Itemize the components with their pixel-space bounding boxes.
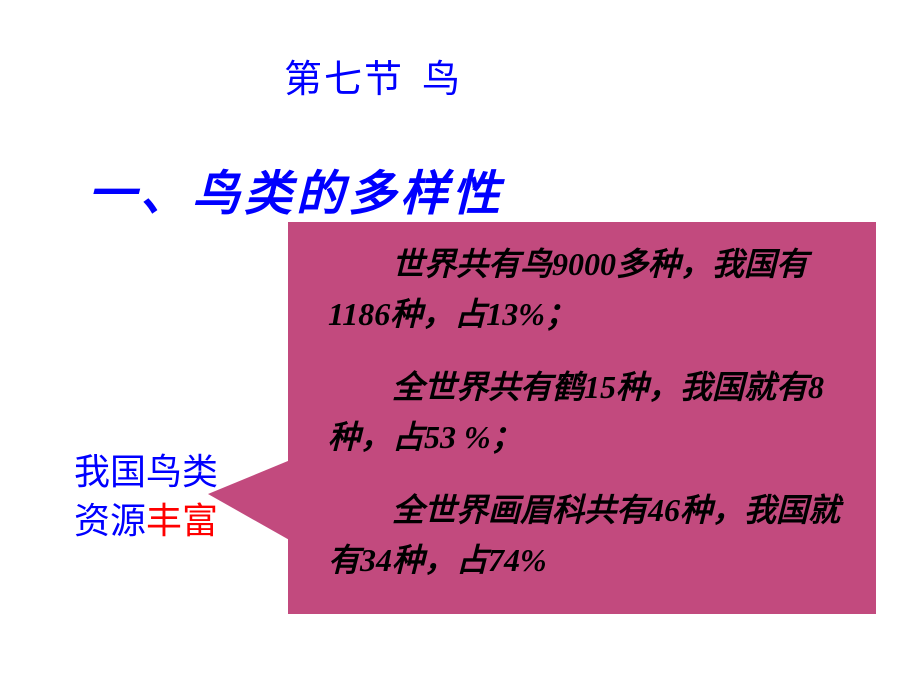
chapter-topic: 鸟: [422, 59, 462, 101]
fact-paragraph-1: 世界共有鸟9000多种，我国有1186种，占13%；: [328, 240, 848, 339]
chapter-title: 第七节鸟: [284, 48, 462, 103]
fact-paragraph-3: 全世界画眉科共有46种，我国就有34种，占74%: [328, 486, 848, 585]
facts-callout: 世界共有鸟9000多种，我国有1186种，占13%； 全世界共有鹤15种，我国就…: [288, 222, 876, 614]
label-line1: 我国鸟类: [74, 452, 218, 492]
section-heading: 一、鸟类的多样性: [88, 154, 504, 224]
resource-label: 我国鸟类 资源丰富: [74, 448, 218, 545]
fact-paragraph-2: 全世界共有鹤15种，我国就有8种，占53 %；: [328, 363, 848, 462]
label-line2-b: 丰富: [146, 501, 218, 541]
label-line2-a: 资源: [74, 501, 146, 541]
chapter-number: 第七节: [284, 59, 404, 101]
callout-tail: [208, 456, 300, 546]
